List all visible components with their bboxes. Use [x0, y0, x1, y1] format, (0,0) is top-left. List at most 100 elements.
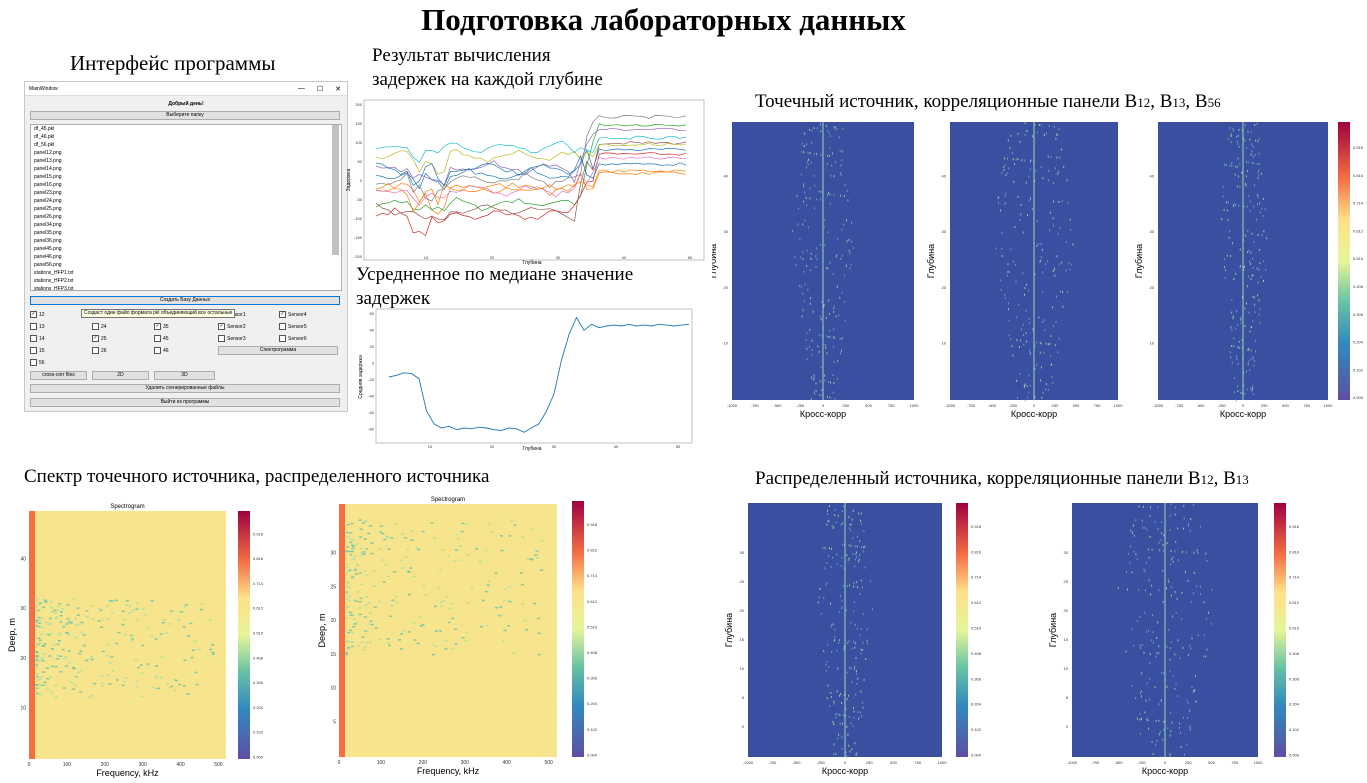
checkbox-box[interactable]: ✓ — [92, 335, 99, 342]
cross-corr-files-button[interactable]: cross-corr files — [30, 371, 87, 380]
checkbox-box[interactable]: ✓ — [154, 323, 161, 330]
checkbox-box[interactable] — [30, 335, 37, 342]
colorbar-tick: 0.816 — [971, 549, 982, 554]
checkbox-box[interactable] — [279, 335, 286, 342]
file-list-scrollbar[interactable] — [332, 125, 339, 255]
file-list-item[interactable]: panel56.png — [34, 262, 62, 268]
checkbox-24[interactable]: 24 — [92, 323, 107, 330]
correlation-speck — [856, 682, 858, 685]
maximize-icon[interactable]: ☐ — [316, 85, 324, 93]
file-list-item[interactable]: df_56.pkl — [34, 142, 55, 148]
spectrogram-speck — [191, 649, 195, 651]
spectrogram-speck — [131, 634, 135, 637]
correlation-speck — [1160, 538, 1162, 541]
checkbox-sensor5[interactable]: Sensor5 — [279, 323, 307, 330]
checkbox-box[interactable] — [154, 335, 161, 342]
checkbox-box[interactable] — [154, 347, 161, 354]
checkbox-box[interactable]: ✓ — [279, 311, 286, 318]
file-list-item[interactable]: stations_HFP2.txt — [34, 278, 74, 284]
correlation-speck — [864, 566, 866, 569]
correlation-speck — [819, 124, 821, 127]
checkbox-26[interactable]: 26 — [92, 347, 107, 354]
file-list-item[interactable]: panel24.png — [34, 198, 62, 204]
file-list-item[interactable]: panel12.png — [34, 150, 62, 156]
correlation-speck — [1227, 201, 1229, 204]
checkbox-box[interactable] — [92, 347, 99, 354]
file-list-item[interactable]: panel25.png — [34, 206, 62, 212]
minimize-icon[interactable]: — — [297, 84, 305, 92]
checkbox-sensor3[interactable]: Sensor3 — [218, 335, 246, 342]
file-list-item[interactable]: panel46.png — [34, 254, 62, 260]
correlation-speck — [1032, 327, 1034, 330]
checkbox-35[interactable]: ✓ 35 — [154, 323, 169, 330]
correlation-speck — [1008, 308, 1009, 311]
file-list-item[interactable]: panel26.png — [34, 214, 62, 220]
spectrogram-speck — [175, 679, 178, 682]
checkbox-sensor6[interactable]: Sensor6 — [279, 335, 307, 342]
checkbox-box[interactable] — [92, 323, 99, 330]
checkbox-box[interactable] — [279, 323, 286, 330]
checkbox-sensor2[interactable]: ✓ Sensor2 — [218, 323, 246, 330]
correlation-speck — [1169, 753, 1171, 756]
create-db-button[interactable]: Создать Базу Данных — [30, 296, 340, 305]
3d-button[interactable]: 3D — [154, 371, 215, 380]
correlation-speck — [1184, 753, 1185, 756]
file-list-item[interactable]: stations_HFP1.txt — [34, 270, 74, 276]
checkbox-14[interactable]: 14 — [30, 335, 45, 342]
correlation-speck — [850, 621, 852, 624]
correlation-speck — [834, 514, 836, 517]
file-list-item[interactable]: panel34.png — [34, 222, 62, 228]
spectrogram-speck — [521, 603, 525, 606]
checkbox-sensor4[interactable]: ✓ Sensor4 — [279, 311, 307, 318]
correlation-speck — [1156, 637, 1158, 639]
file-list-item[interactable]: panel36.png — [34, 238, 62, 244]
checkbox-box[interactable]: ✓ — [218, 323, 225, 330]
delay-series-line — [375, 152, 687, 237]
file-list-item[interactable]: df_45.pkl — [34, 126, 55, 132]
choose-folder-button[interactable]: Выберите папку — [30, 111, 340, 120]
file-list-item[interactable]: panel16.png — [34, 182, 62, 188]
spectrogram-speck — [157, 687, 161, 690]
corr-xtick: -750 — [1091, 760, 1100, 765]
delete-files-button[interactable]: Удалить сгенерированные файлы — [30, 384, 340, 393]
file-list-item[interactable]: panel14.png — [34, 166, 62, 172]
checkbox-45[interactable]: 45 — [154, 335, 169, 342]
file-list-item[interactable]: panel23.png — [34, 190, 62, 196]
correlation-speck — [1236, 185, 1238, 188]
file-list-item[interactable]: df_46.pkl — [34, 134, 55, 140]
delay-ytick: -150 — [354, 235, 363, 240]
correlation-speck — [803, 270, 805, 273]
correlation-speck — [1163, 728, 1165, 731]
checkbox-box[interactable] — [30, 347, 37, 354]
spectrogram-speck — [48, 655, 52, 657]
spectrogram-speck — [447, 555, 451, 557]
checkbox-56[interactable]: 56 — [30, 359, 45, 366]
correlation-speck — [826, 267, 828, 270]
exit-button[interactable]: Выйти из программы — [30, 398, 340, 407]
file-list-item[interactable]: stations_HFP3.txt — [34, 286, 74, 291]
spectrogram-speck — [52, 644, 56, 646]
checkbox-box[interactable] — [30, 359, 37, 366]
close-icon[interactable]: ✕ — [335, 85, 341, 93]
checkbox-box[interactable] — [30, 323, 37, 330]
2d-button[interactable]: 2D — [92, 371, 149, 380]
file-list-item[interactable]: panel45.png — [34, 246, 62, 252]
checkbox-13[interactable]: 13 — [30, 323, 45, 330]
checkbox-46[interactable]: 46 — [154, 347, 169, 354]
checkbox-25[interactable]: ✓ 25 — [92, 335, 107, 342]
correlation-speck — [1231, 361, 1233, 364]
checkbox-12[interactable]: ✓ 12 — [30, 311, 45, 318]
spectrogram-speck — [354, 573, 358, 575]
checkbox-15[interactable]: 15 — [30, 347, 45, 354]
file-list[interactable]: df_45.pkl df_46.pkl df_56.pkl panel12.png pa… — [30, 124, 342, 291]
correlation-speck — [1174, 687, 1176, 690]
file-list-item[interactable]: panel15.png — [34, 174, 62, 180]
correlation-speck — [829, 505, 830, 507]
spectrogram-button[interactable]: Спектрограмма — [218, 346, 338, 355]
checkbox-box[interactable] — [218, 335, 225, 342]
spectrogram-speck — [69, 622, 73, 624]
file-list-item[interactable]: panel35.png — [34, 230, 62, 236]
correlation-speck — [870, 580, 872, 583]
checkbox-box[interactable]: ✓ — [30, 311, 37, 318]
file-list-item[interactable]: panel13.png — [34, 158, 62, 164]
